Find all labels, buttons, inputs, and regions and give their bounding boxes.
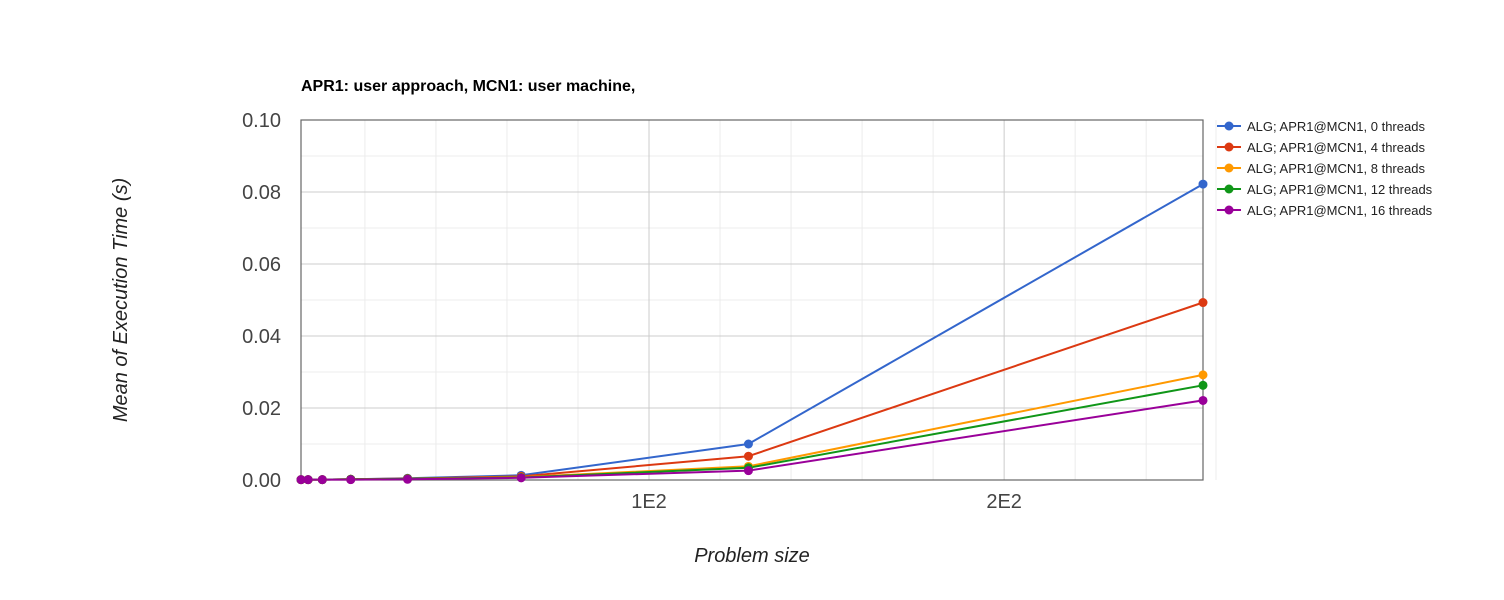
- data-point: [403, 474, 413, 484]
- y-tick-label: 0.06: [242, 254, 281, 276]
- x-tick-label: 2E2: [986, 491, 1022, 513]
- legend-marker: [1224, 121, 1234, 131]
- legend: ALG; APR1@MCN1, 0 threads ALG; APR1@MCN1,…: [1217, 119, 1433, 218]
- data-point: [743, 439, 753, 449]
- x-axis-label: Problem size: [694, 545, 810, 567]
- legend-marker: [1224, 163, 1234, 173]
- data-point: [516, 473, 526, 483]
- minor-gridlines: [301, 120, 1217, 480]
- y-tick-label: 0.02: [242, 398, 281, 420]
- y-tick-label: 0.08: [242, 182, 281, 204]
- data-point: [743, 451, 753, 461]
- y-tick-label: 0.10: [242, 110, 281, 132]
- data-point: [1198, 395, 1208, 405]
- legend-label: ALG; APR1@MCN1, 16 threads: [1247, 203, 1433, 218]
- legend-marker: [1224, 184, 1234, 194]
- chart-title: APR1: user approach, MCN1: user machine,: [301, 78, 635, 95]
- legend-item-3: ALG; APR1@MCN1, 12 threads: [1217, 182, 1433, 197]
- legend-label: ALG; APR1@MCN1, 8 threads: [1247, 161, 1425, 176]
- data-point: [1198, 179, 1208, 189]
- data-point: [1198, 298, 1208, 308]
- y-tick-label: 0.04: [242, 326, 281, 348]
- data-point: [346, 475, 356, 485]
- data-point: [317, 475, 327, 485]
- data-point: [1198, 370, 1208, 380]
- x-axis-ticks: 1E2 2E2: [631, 491, 1022, 513]
- legend-label: ALG; APR1@MCN1, 4 threads: [1247, 140, 1425, 155]
- legend-marker: [1224, 142, 1234, 152]
- y-axis-label: Mean of Execution Time (s): [110, 178, 132, 422]
- y-axis-ticks: 0.00 0.02 0.04 0.06 0.08 0.10: [242, 110, 281, 492]
- data-point: [1198, 380, 1208, 390]
- legend-item-0: ALG; APR1@MCN1, 0 threads: [1217, 119, 1425, 134]
- legend-item-2: ALG; APR1@MCN1, 8 threads: [1217, 161, 1425, 176]
- legend-item-1: ALG; APR1@MCN1, 4 threads: [1217, 140, 1425, 155]
- data-point: [296, 475, 306, 485]
- x-tick-label: 1E2: [631, 491, 667, 513]
- series-points: [296, 179, 1208, 485]
- data-point: [743, 466, 753, 476]
- legend-marker: [1224, 205, 1234, 215]
- legend-label: ALG; APR1@MCN1, 0 threads: [1247, 119, 1425, 134]
- data-point: [303, 475, 313, 485]
- legend-item-4: ALG; APR1@MCN1, 16 threads: [1217, 203, 1433, 218]
- legend-label: ALG; APR1@MCN1, 12 threads: [1247, 182, 1433, 197]
- y-tick-label: 0.00: [242, 470, 281, 492]
